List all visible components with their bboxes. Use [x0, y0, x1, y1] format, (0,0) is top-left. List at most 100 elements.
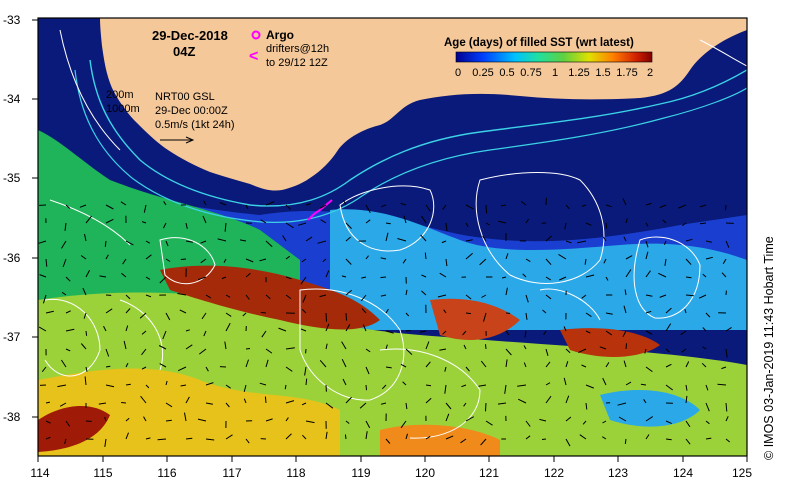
current-arrow-icon: [705, 420, 710, 425]
current-arrow-icon: [60, 359, 67, 368]
current-arrow-icon: [79, 204, 87, 208]
current-arrow-icon: [380, 294, 387, 297]
current-arrow-icon: [678, 204, 687, 209]
current-arrow-icon: [197, 276, 207, 281]
current-arrow-icon: [224, 222, 227, 232]
current-arrow-icon: [400, 420, 407, 429]
current-arrow-icon: [65, 328, 75, 332]
current-arrow-icon: [80, 343, 87, 350]
current-arrow-icon: [461, 384, 467, 388]
current-arrow-icon: [644, 348, 647, 354]
current-arrow-icon: [624, 438, 627, 444]
current-arrow-icon: [125, 417, 130, 422]
current-arrow-icon: [201, 312, 207, 320]
lat-label: -37: [3, 330, 21, 344]
current-arrow-icon: [702, 346, 707, 350]
current-arrow-icon: [525, 294, 529, 303]
current-arrow-icon: [645, 270, 651, 278]
current-arrow-icon: [365, 420, 371, 429]
current-arrow-icon: [61, 240, 67, 249]
current-arrow-icon: [585, 330, 591, 334]
current-arrow-icon: [505, 348, 512, 356]
current-arrow-icon: [41, 366, 47, 373]
current-arrow-icon: [203, 330, 207, 337]
current-arrow-icon: [439, 348, 447, 351]
current-arrow-icon: [578, 348, 587, 354]
current-arrow-icon: [325, 343, 328, 350]
current-arrow-icon: [165, 419, 172, 422]
current-arrow-icon: [721, 366, 727, 370]
current-arrow-icon: [640, 383, 647, 386]
current-arrow-icon: [659, 294, 667, 298]
current-arrow-icon: [465, 252, 473, 260]
current-arrow-icon: [83, 312, 87, 319]
current-arrow-icon: [722, 258, 727, 265]
lon-label: 116: [157, 466, 176, 480]
current-arrow-icon: [302, 294, 307, 303]
current-arrow-icon: [61, 291, 67, 296]
current-arrow-icon: [405, 348, 413, 355]
current-arrow-icon: [325, 402, 334, 409]
current-arrow-icon: [264, 396, 267, 404]
colorbar-tick: 0.5: [499, 67, 514, 79]
current-arrow-icon: [625, 269, 632, 278]
current-arrow-icon: [625, 381, 632, 386]
current-arrow-icon: [162, 330, 167, 340]
current-arrow-icon: [278, 327, 287, 332]
current-arrow-icon: [602, 436, 607, 440]
current-arrow-icon: [362, 324, 367, 332]
current-arrow-icon: [159, 363, 167, 368]
current-arrow-icon: [599, 346, 607, 350]
drifters-sub: to 29/12 12Z: [266, 57, 328, 69]
current-arrow-icon: [125, 383, 131, 386]
current-arrow-icon: [145, 294, 152, 298]
current-arrow-icon: [304, 366, 307, 376]
argo-legend: Argo < drifters@12h to 29/12 12Z: [249, 28, 329, 69]
current-arrow-icon: [360, 294, 367, 302]
current-arrow-icon: [225, 384, 231, 389]
current-arrow-icon: [125, 362, 129, 368]
current-arrow-icon: [405, 402, 408, 410]
current-arrow-icon: [121, 402, 127, 404]
current-arrow-icon: [245, 348, 251, 350]
lat-label: -33: [3, 13, 21, 27]
current-arrow-icon: [421, 274, 427, 278]
current-arrow-icon: [542, 309, 547, 314]
current-arrow-icon: [185, 240, 193, 243]
current-arrow-icon: [684, 308, 687, 314]
current-arrow-icon: [85, 366, 88, 372]
current-arrow-icon: [121, 272, 127, 278]
current-arrow-icon: [685, 238, 693, 242]
current-arrow-icon: [184, 412, 187, 422]
current-arrow-icon: [645, 434, 650, 440]
current-arrow-icon: [442, 330, 447, 335]
current-arrow-icon: [205, 294, 212, 299]
current-arrow-icon: [39, 274, 47, 278]
current-arrow-icon: [505, 253, 509, 260]
current-arrow-icon: [581, 204, 587, 207]
current-arrow-icon: [265, 294, 271, 300]
current-arrow-icon: [385, 222, 391, 225]
isobath-1000-label: 1000m: [106, 103, 140, 115]
current-arrow-icon: [699, 204, 707, 208]
current-arrow-icon: [725, 326, 732, 332]
copyright-icon: ©: [762, 450, 776, 460]
current-arrow-icon: [125, 308, 131, 314]
colorbar-tick: 1.75: [616, 67, 637, 79]
current-arrow-icon: [581, 364, 587, 368]
current-arrow-icon: [442, 204, 447, 210]
current-arrow-icon: [497, 402, 507, 405]
current-arrow-icon: [217, 238, 227, 242]
current-arrow-icon: [645, 416, 653, 422]
current-arrow-icon: [481, 294, 487, 298]
current-arrow-icon: [699, 222, 707, 225]
current-arrow-icon: [365, 219, 371, 224]
current-arrow-icon: [104, 438, 107, 447]
current-arrow-icon: [444, 366, 447, 372]
current-arrow-icon: [662, 219, 667, 224]
current-arrow-icon: [705, 312, 711, 318]
current-arrow-icon: [603, 258, 607, 264]
lat-label: -35: [3, 171, 21, 185]
current-arrow-icon: [205, 438, 215, 441]
drifter-symbol-icon: <: [249, 48, 258, 65]
